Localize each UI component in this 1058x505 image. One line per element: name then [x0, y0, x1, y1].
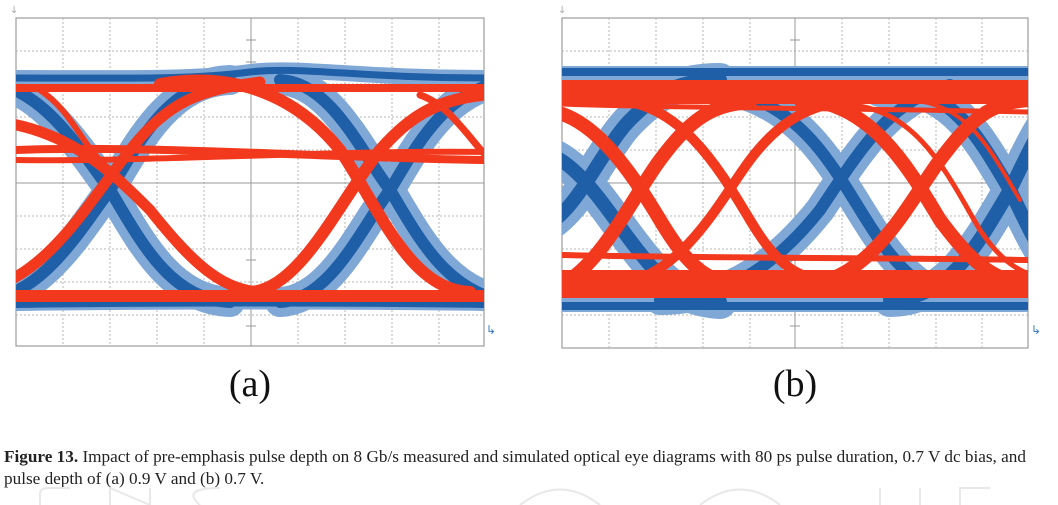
eye-diagram-a: ↓ ↳ (a): [0, 0, 500, 405]
axis-ticks: [790, 39, 800, 327]
publisher-watermark: [39, 486, 990, 505]
axis-ticks: [246, 39, 256, 327]
panel-label-a: (a): [228, 363, 272, 405]
eye-diagram-b-plot: ↓ ↳: [558, 5, 1041, 349]
trigger-marker-icon: ↓: [10, 5, 18, 16]
trigger-marker-icon: ↓: [558, 5, 566, 16]
eye-diagram-a-plot: ↓ ↳: [10, 5, 496, 347]
ground-marker-icon: ↳: [486, 323, 496, 337]
ground-marker-icon: ↳: [1031, 323, 1041, 337]
simulated-eye-a: [16, 74, 484, 303]
simulated-eye-b: [562, 79, 1028, 299]
eye-diagram-b: ↓ ↳: [550, 0, 1058, 400]
caption-text: Impact of pre-emphasis pulse depth on 8 …: [4, 447, 1026, 488]
panel-label-b: (b): [772, 363, 818, 405]
figure-caption: Figure 13. Impact of pre-emphasis pulse …: [4, 446, 1054, 490]
caption-label: Figure 13.: [4, 447, 79, 466]
